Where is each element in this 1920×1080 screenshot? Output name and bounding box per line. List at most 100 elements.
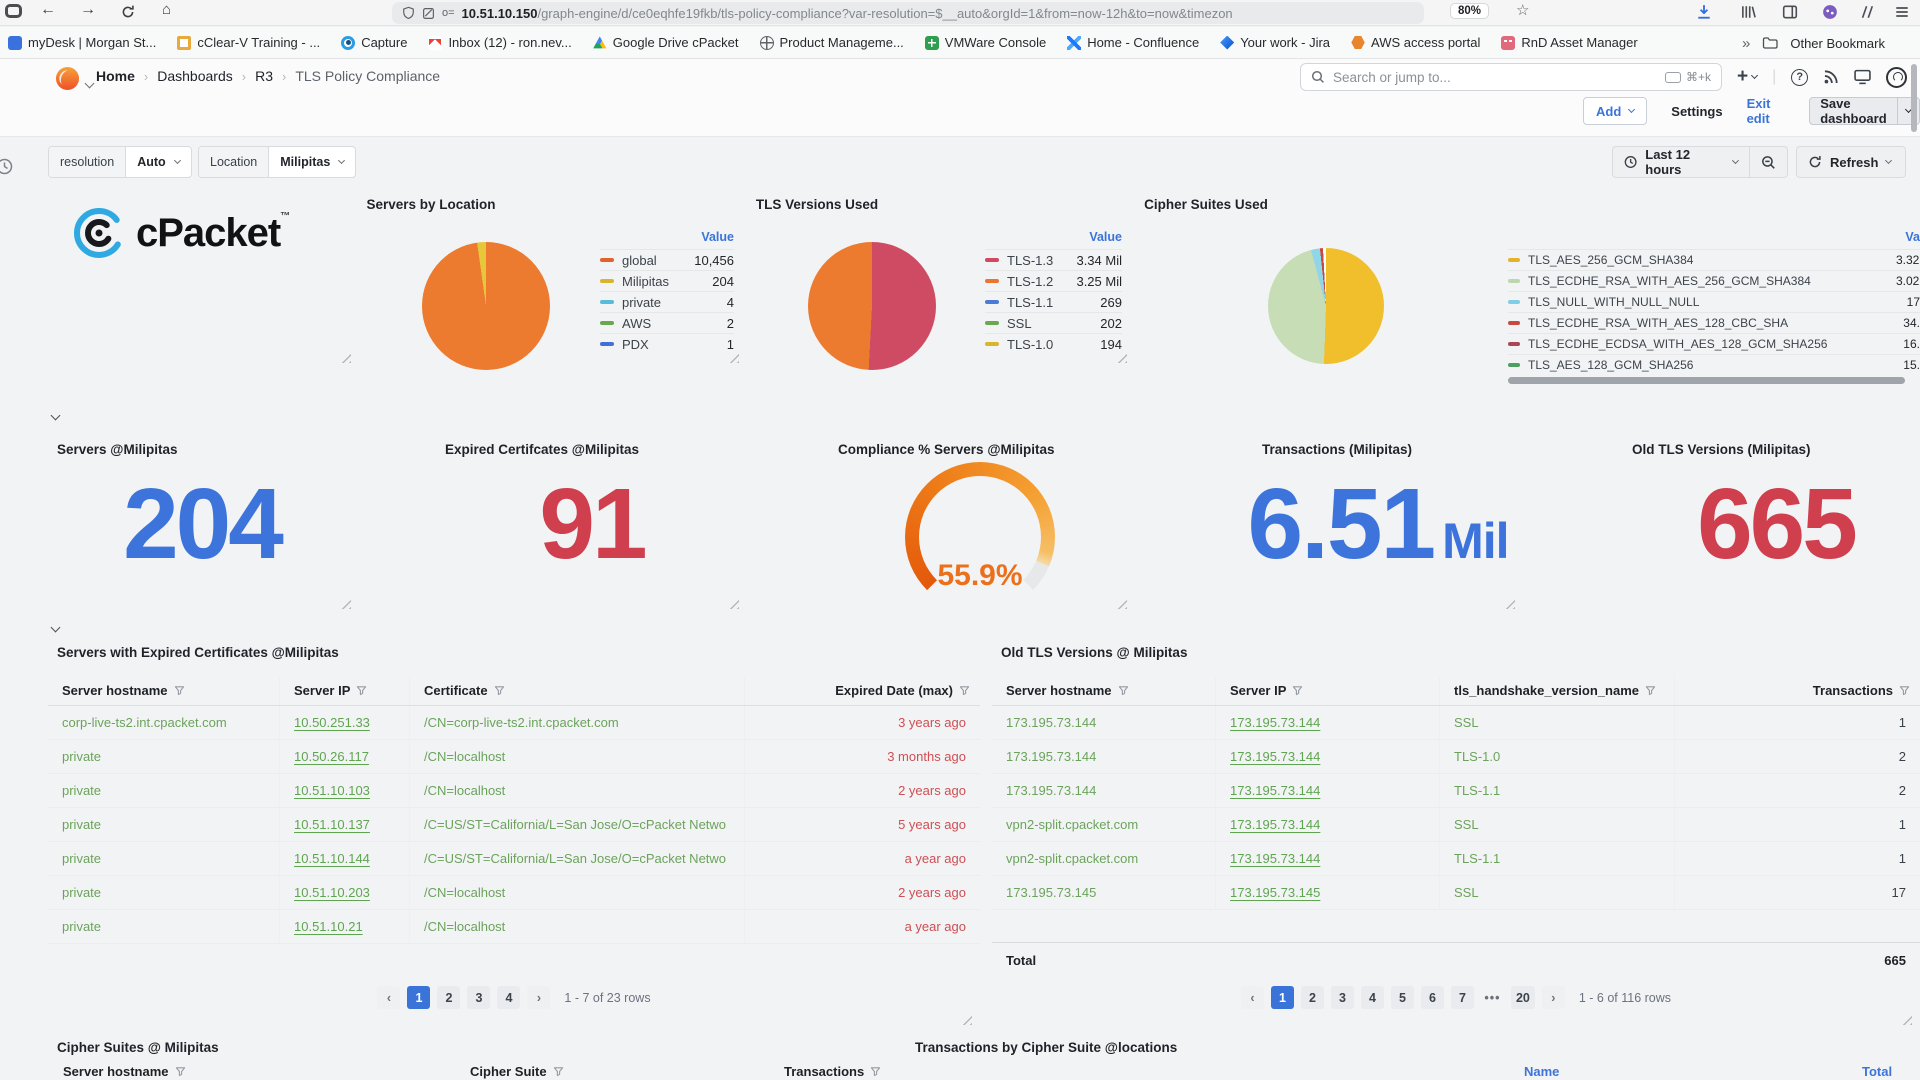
bookmark-item[interactable]: myDesk | Morgan St... [8, 35, 156, 50]
column-header[interactable]: Transactions [784, 1064, 881, 1079]
back-icon[interactable]: ← [40, 1, 56, 18]
cell-server-ip-link[interactable]: 173.195.73.144 [1230, 715, 1321, 730]
bookmark-item[interactable]: RnD Asset Manager [1501, 35, 1638, 50]
panel-title-expired-table[interactable]: Servers with Expired Certificates @Milip… [57, 645, 339, 660]
bookmark-item[interactable]: Capture [341, 35, 407, 50]
column-header[interactable]: Server IP [1216, 676, 1440, 705]
legend-row[interactable]: Milipitas 204 [600, 270, 734, 291]
cell-server-ip-link[interactable]: 173.195.73.144 [1230, 817, 1321, 832]
page-button[interactable]: 1 [407, 986, 431, 1009]
panel-title-transactions-stat[interactable]: Transactions (Milipitas) [1262, 442, 1413, 457]
column-header[interactable]: Server hostname [63, 1064, 186, 1079]
news-rss-icon[interactable] [1823, 69, 1839, 85]
table-row[interactable]: 173.195.73.144 173.195.73.144 SSL 1 [992, 706, 1920, 740]
add-button[interactable]: Add [1583, 97, 1648, 125]
page-button[interactable]: 2 [1300, 986, 1324, 1009]
panel-title-cipher-suites-table[interactable]: Cipher Suites @ Milipitas [57, 1040, 219, 1055]
variable-value-dropdown[interactable]: Auto [126, 147, 190, 177]
breadcrumb-item[interactable]: R3 › [255, 68, 286, 84]
reload-icon[interactable] [120, 4, 136, 20]
page-zoom-badge[interactable]: 80% [1450, 3, 1490, 19]
column-header[interactable]: Certificate [410, 676, 745, 705]
breadcrumb-label[interactable]: Dashboards [157, 68, 233, 84]
page-button[interactable]: 1 [1270, 986, 1294, 1009]
table-row[interactable]: 173.195.73.144 173.195.73.144 TLS-1.0 2 [992, 740, 1920, 774]
filter-icon[interactable] [356, 685, 367, 696]
legend-row[interactable]: TLS-1.0 194 [985, 333, 1122, 354]
save-dashboard-button[interactable]: Save dashboard [1809, 96, 1920, 126]
add-new-icon[interactable]: + [1737, 66, 1759, 88]
lock-icon[interactable]: o= [442, 7, 455, 19]
screen-share-icon[interactable] [1854, 69, 1871, 85]
shield-icon[interactable] [402, 6, 415, 20]
other-bookmarks-label[interactable]: Other Bookmark [1790, 35, 1885, 51]
bookmark-item[interactable]: Inbox (12) - ron.nev... [428, 35, 572, 50]
panel-resize-handle[interactable] [1116, 352, 1127, 363]
panel-title-tls-versions[interactable]: TLS Versions Used [755, 197, 879, 212]
legend-row[interactable]: TLS_ECDHE_ECDSA_WITH_AES_128_GCM_SHA256 … [1508, 333, 1920, 354]
filter-icon[interactable] [959, 685, 970, 696]
cell-server-ip-link[interactable]: 10.50.26.117 [294, 749, 369, 764]
page-button[interactable]: 4 [1360, 986, 1384, 1009]
tls-versions-pie[interactable] [808, 242, 936, 370]
breadcrumb-label[interactable]: R3 [255, 68, 273, 84]
panel-resize-handle[interactable] [1116, 598, 1127, 609]
filter-icon[interactable] [1645, 685, 1656, 696]
page-button[interactable]: ••• [1484, 990, 1501, 1005]
extensions-icon[interactable] [1822, 4, 1838, 20]
legend-row[interactable]: SSL 202 [985, 312, 1122, 333]
forward-icon[interactable]: → [80, 1, 96, 18]
page-button[interactable]: 5 [1390, 986, 1414, 1009]
bookmark-item[interactable]: AWS access portal [1351, 35, 1480, 50]
panel-resize-handle[interactable] [340, 352, 351, 363]
time-range-picker[interactable]: Last 12 hours [1613, 147, 1749, 177]
page-button[interactable]: ‹ [377, 986, 401, 1009]
panel-resize-handle[interactable] [961, 1014, 972, 1025]
bookmark-item[interactable]: cClear-V Training - ... [177, 35, 320, 50]
cell-server-ip-link[interactable]: 173.195.73.145 [1230, 885, 1321, 900]
table-row[interactable]: private 10.51.10.137 /C=US/ST=California… [48, 808, 980, 842]
legend-row[interactable]: PDX 1 [600, 333, 734, 354]
legend-value-header[interactable]: Value [1089, 230, 1122, 244]
panel-title-old-tls-stat[interactable]: Old TLS Versions (Milipitas) [1632, 442, 1811, 457]
user-avatar[interactable] [1886, 66, 1908, 88]
cell-server-ip-link[interactable]: 173.195.73.144 [1230, 783, 1321, 798]
filter-icon[interactable] [870, 1066, 881, 1077]
cell-server-ip-link[interactable]: 10.51.10.203 [294, 885, 370, 900]
table-row[interactable]: private 10.51.10.144 /C=US/ST=California… [48, 842, 980, 876]
filter-icon[interactable] [1118, 685, 1129, 696]
breadcrumb-item[interactable]: Dashboards › [157, 68, 246, 84]
bookmark-item[interactable]: Product Manageme... [759, 35, 904, 50]
split-view-icon[interactable] [1858, 4, 1874, 20]
refresh-button[interactable]: Refresh [1797, 147, 1902, 177]
bookmark-item[interactable]: Your work - Jira [1220, 35, 1330, 50]
filter-icon[interactable] [553, 1066, 564, 1077]
page-button[interactable]: › [1541, 986, 1565, 1009]
exit-edit-button[interactable]: Exit edit [1746, 96, 1771, 126]
table-row[interactable]: private 10.50.26.117 /CN=localhost 3 mon… [48, 740, 980, 774]
sidebar-icon[interactable] [1782, 4, 1798, 20]
library-icon[interactable] [1740, 4, 1756, 20]
breadcrumb-label[interactable]: TLS Policy Compliance [295, 68, 441, 84]
filter-icon[interactable] [1899, 685, 1910, 696]
page-button[interactable]: 20 [1510, 986, 1535, 1009]
page-button[interactable]: › [527, 986, 551, 1009]
breadcrumb-label[interactable]: Home [96, 68, 135, 84]
legend-row[interactable]: TLS-1.3 3.34 Mil [985, 249, 1122, 270]
grafana-logo[interactable] [55, 66, 80, 91]
address-bar[interactable]: o= 10.51.10.150/graph-engine/d/ce0eqhfe1… [392, 2, 1424, 24]
column-header-name[interactable]: Name [1524, 1064, 1560, 1079]
page-button[interactable]: ‹ [1240, 986, 1264, 1009]
panel-title-servers-stat[interactable]: Servers @Milipitas [57, 442, 178, 457]
column-header-total[interactable]: Total [1862, 1064, 1893, 1079]
legend-row[interactable]: global 10,456 [600, 249, 734, 270]
url[interactable]: 10.51.10.150/graph-engine/d/ce0eqhfe19fk… [462, 6, 1233, 21]
panel-resize-handle[interactable] [728, 598, 739, 609]
column-header[interactable]: Cipher Suite [470, 1064, 564, 1079]
legend-row[interactable]: TLS-1.1 269 [985, 291, 1122, 312]
panel-title-cipher-suites[interactable]: Cipher Suites Used [1144, 197, 1268, 212]
org-switcher-chevron-icon[interactable] [84, 74, 95, 92]
table-row[interactable]: 173.195.73.144 173.195.73.144 TLS-1.1 2 [992, 774, 1920, 808]
filter-icon[interactable] [174, 685, 185, 696]
table-row[interactable]: private 10.51.10.103 /CN=localhost 2 yea… [48, 774, 980, 808]
